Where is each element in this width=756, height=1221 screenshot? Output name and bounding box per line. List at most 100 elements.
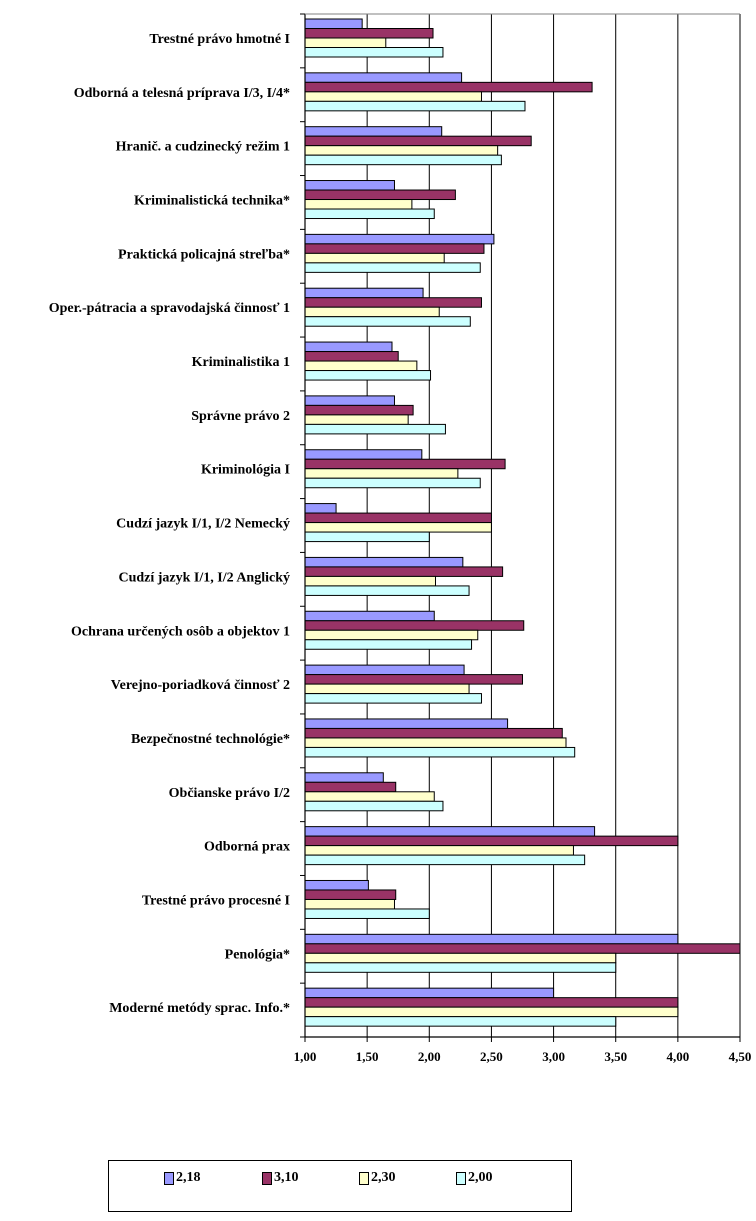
bar: [304, 208, 435, 220]
bar: [304, 737, 567, 748]
category-label: Cudzí jazyk I/1, I/2 Anglický: [118, 570, 290, 585]
bar: [304, 620, 525, 631]
bar: [304, 37, 387, 48]
category-label: Verejno-poriadková činnosť 2: [111, 678, 290, 693]
bar: [304, 683, 470, 695]
bar: [304, 943, 741, 954]
bar: [304, 772, 384, 783]
bar: [304, 100, 526, 112]
legend-label: 2,18: [176, 1170, 201, 1185]
bar: [304, 575, 436, 587]
bar: [304, 889, 397, 900]
category-label: Moderné metódy sprac. Info.*: [109, 1001, 290, 1016]
legend-label: 3,10: [274, 1170, 299, 1185]
bar: [304, 639, 473, 650]
bar: [304, 835, 679, 847]
category-label: Cudzí jazyk I/1, I/2 Nemecký: [116, 517, 290, 532]
bar: [304, 252, 445, 264]
bar: [304, 952, 617, 964]
x-tick-label: 2,00: [418, 1049, 441, 1064]
category-label: Hranič. a cudzinecký režim 1: [116, 140, 290, 155]
bar: [304, 1016, 617, 1027]
bar: [304, 199, 413, 210]
category-label: Odborná prax: [204, 840, 290, 855]
bar: [304, 693, 482, 704]
x-tick-label: 3,50: [604, 1049, 627, 1064]
bar: [304, 531, 430, 543]
category-label: Ochrana určených osôb a objektov 1: [71, 624, 290, 639]
bar: [304, 126, 443, 137]
bar: [304, 845, 574, 856]
bar: [304, 423, 446, 435]
bar: [304, 718, 509, 729]
bar: [304, 297, 482, 308]
legend-item: 2,18: [164, 1170, 201, 1186]
bar: [304, 1006, 679, 1018]
bar: [304, 18, 363, 29]
category-label: Bezpečnostné technológie*: [131, 732, 290, 747]
legend: 2,18 3,10 2,30 2,00: [108, 1160, 572, 1212]
bar: [304, 145, 499, 156]
bar: [304, 522, 492, 533]
bar: [304, 854, 586, 866]
bar: [304, 674, 523, 685]
bar: [304, 746, 576, 758]
category-label: Praktická policajná streľba*: [118, 247, 290, 262]
bar: [304, 180, 395, 191]
legend-item: 2,30: [359, 1170, 396, 1186]
bar: [304, 512, 492, 524]
x-tick-label: 3,00: [542, 1049, 565, 1064]
bar: [304, 287, 424, 299]
bar: [304, 370, 432, 381]
bar: [304, 727, 563, 739]
category-label: Kriminalistika 1: [192, 355, 290, 370]
axes: [300, 13, 741, 1042]
bar: [304, 629, 479, 641]
bar: [304, 556, 464, 568]
bar: [304, 316, 471, 327]
bar: [304, 458, 506, 470]
bar: [304, 91, 482, 102]
bar: [304, 610, 435, 622]
legend-swatch: [456, 1171, 466, 1185]
legend-item: 2,00: [456, 1170, 493, 1186]
bar: [304, 395, 395, 406]
bar: [304, 449, 423, 460]
legend-item: 3,10: [262, 1170, 299, 1186]
bar: [304, 826, 596, 837]
bar: [304, 243, 485, 254]
legend-label: 2,00: [468, 1170, 493, 1185]
bar: [304, 503, 337, 514]
x-tick-label: 1,00: [294, 1049, 317, 1064]
legend-swatch: [359, 1171, 369, 1185]
bar: [304, 81, 593, 93]
bar: [304, 404, 414, 416]
category-label: Kriminalistická technika*: [134, 194, 290, 209]
bar: [304, 28, 434, 39]
bar: [304, 781, 397, 793]
bar: [304, 664, 465, 676]
category-label: Občianske právo I/2: [169, 786, 290, 801]
category-label: Správne právo 2: [191, 409, 290, 424]
x-tick-label: 1,50: [356, 1049, 379, 1064]
legend-swatch: [164, 1171, 174, 1185]
category-label: Kriminológia I: [201, 463, 290, 478]
bar: [304, 360, 418, 372]
category-labels: Trestné právo hmotné I Odborná a telesná …: [49, 32, 290, 1016]
bar: [304, 477, 481, 489]
bar: [304, 997, 679, 1008]
category-label: Trestné právo procesné I: [142, 893, 290, 908]
tick-labels: 1,00 1,50 2,00 2,50 3,00 3,50 4,00 4,50: [294, 1049, 752, 1064]
x-tick-label: 4,50: [729, 1049, 752, 1064]
category-label: Odborná a telesná príprava I/3, I/4*: [74, 86, 290, 101]
bar: [304, 341, 393, 353]
bar: [304, 585, 470, 596]
bar: [304, 262, 481, 273]
category-label: Trestné právo hmotné I: [149, 32, 290, 47]
bar: [304, 351, 399, 362]
bar: [304, 233, 495, 245]
bar: [304, 933, 679, 945]
bar: [304, 879, 369, 891]
bar: [304, 791, 435, 802]
